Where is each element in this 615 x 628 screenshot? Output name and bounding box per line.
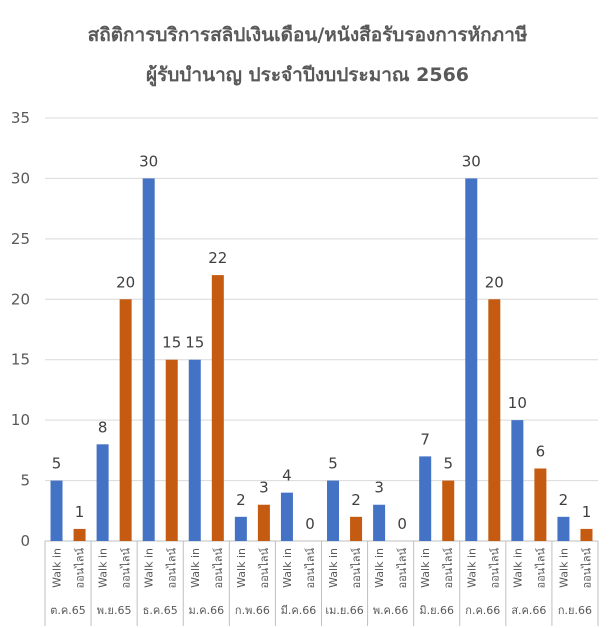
bar	[280, 492, 293, 541]
data-label: 8	[98, 418, 108, 436]
bar	[557, 516, 570, 541]
data-label: 0	[397, 515, 407, 533]
data-label: 5	[52, 455, 62, 473]
y-tick-label: 15	[11, 351, 30, 369]
bar	[580, 528, 593, 541]
x-group-label: ม.ค.66	[188, 604, 224, 617]
bar	[465, 178, 478, 541]
x-subcategory-label: Walk in	[511, 548, 524, 588]
x-subcategory-label: Walk in	[419, 548, 432, 588]
bar	[119, 299, 132, 541]
data-label: 1	[75, 503, 85, 521]
x-subcategory-label: ออนไลน์	[304, 548, 317, 589]
data-label: 1	[582, 503, 592, 521]
bar	[234, 516, 247, 541]
bar	[488, 299, 501, 541]
x-subcategory-label: ออนไลน์	[534, 548, 547, 589]
x-subcategory-label: ออนไลน์	[212, 548, 225, 589]
x-group-label: เม.ย.66	[325, 604, 363, 617]
x-group-label: ก.ค.66	[465, 604, 500, 617]
bar	[419, 456, 432, 541]
data-label: 2	[559, 491, 569, 509]
bar	[350, 516, 363, 541]
data-label: 15	[162, 334, 181, 352]
x-group-label: พ.ย.65	[97, 604, 132, 617]
data-label: 15	[185, 334, 204, 352]
bar	[534, 468, 547, 541]
data-label: 10	[508, 394, 527, 412]
bar	[511, 420, 524, 541]
bar	[50, 480, 63, 541]
x-group-label: มี.ค.66	[281, 604, 317, 617]
y-tick-label: 20	[11, 290, 30, 308]
data-label: 5	[443, 455, 453, 473]
bar	[327, 480, 340, 541]
x-subcategory-label: ออนไลน์	[74, 548, 87, 589]
y-tick-label: 10	[11, 411, 30, 429]
data-label: 3	[374, 479, 384, 497]
x-subcategory-label: ออนไลน์	[258, 548, 271, 589]
x-group-label: ส.ค.66	[511, 604, 546, 617]
data-label: 5	[328, 455, 338, 473]
chart-subtitle: ผู้รับบำนาญ ประจำปีงบประมาณ 2566	[145, 64, 470, 86]
x-group-label: ก.ย.66	[558, 604, 592, 617]
x-group-label: มิ.ย.66	[419, 604, 454, 617]
data-label: 20	[485, 273, 504, 291]
data-label: 22	[208, 249, 227, 267]
y-tick-label: 25	[11, 230, 30, 248]
bar	[96, 444, 109, 541]
data-label: 7	[420, 430, 430, 448]
x-subcategory-label: ออนไลน์	[120, 548, 133, 589]
data-label: 3	[259, 479, 269, 497]
x-subcategory-label: ออนไลน์	[580, 548, 593, 589]
bar	[188, 359, 201, 541]
x-group-label: ก.พ.66	[235, 604, 270, 617]
bar	[165, 359, 178, 541]
x-group-label: ธ.ค.65	[143, 604, 178, 617]
x-group-label: ต.ค.65	[50, 604, 86, 617]
data-label: 2	[351, 491, 361, 509]
x-subcategory-label: Walk in	[557, 548, 570, 588]
data-label: 30	[139, 152, 158, 170]
data-label: 30	[462, 152, 481, 170]
bar	[73, 528, 86, 541]
data-label: 20	[116, 273, 135, 291]
y-tick-label: 5	[20, 472, 30, 490]
bar	[257, 504, 270, 541]
x-subcategory-label: Walk in	[51, 548, 64, 588]
data-label: 4	[282, 467, 292, 485]
x-subcategory-label: Walk in	[189, 548, 202, 588]
y-tick-label: 35	[11, 109, 30, 127]
x-subcategory-label: Walk in	[327, 548, 340, 588]
data-label: 6	[536, 442, 546, 460]
x-subcategory-label: ออนไลน์	[488, 548, 501, 589]
x-group-label: พ.ค.66	[373, 604, 409, 617]
x-subcategory-label: ออนไลน์	[442, 548, 455, 589]
x-subcategory-label: ออนไลน์	[396, 548, 409, 589]
x-subcategory-label: ออนไลน์	[350, 548, 363, 589]
x-subcategory-label: Walk in	[281, 548, 294, 588]
bar	[373, 504, 386, 541]
x-subcategory-label: Walk in	[235, 548, 248, 588]
bar	[442, 480, 455, 541]
chart-title: สถิติการบริการสลิปเงินเดือน/หนังสือรับรอ…	[87, 24, 528, 46]
y-tick-label: 0	[20, 532, 30, 550]
x-subcategory-label: Walk in	[143, 548, 156, 588]
x-subcategory-label: Walk in	[97, 548, 110, 588]
x-subcategory-label: Walk in	[373, 548, 386, 588]
y-tick-label: 30	[11, 169, 30, 187]
x-subcategory-label: ออนไลน์	[166, 548, 179, 589]
x-subcategory-label: Walk in	[465, 548, 478, 588]
data-label: 0	[305, 515, 315, 533]
data-label: 2	[236, 491, 246, 509]
bar	[211, 275, 224, 541]
bar	[142, 178, 155, 541]
